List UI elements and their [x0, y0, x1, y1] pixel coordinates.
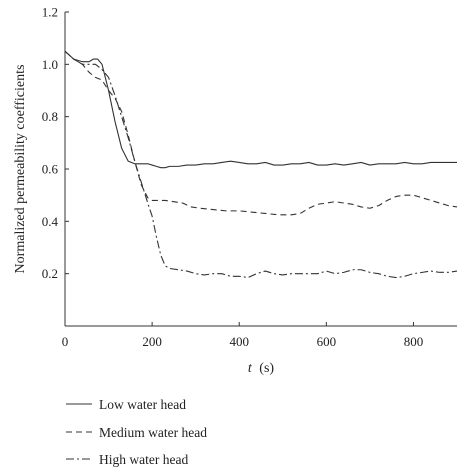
legend-item-high: High water head [66, 452, 188, 467]
legend-label-medium: Medium water head [99, 425, 207, 440]
legend-item-low: Low water head [66, 397, 186, 412]
x-axis-title-unit: (s) [259, 361, 274, 376]
ticks: 0 200 400 600 800 0.2 0.4 0.6 0.8 1.0 1.2 [42, 5, 423, 350]
series-line-medium [64, 50, 458, 216]
x-tick-label: 200 [142, 334, 162, 349]
y-tick-label: 0.4 [42, 214, 59, 229]
y-tick-label: 0.6 [42, 162, 59, 177]
legend-label-low: Low water head [99, 397, 186, 412]
y-tick-label: 1.0 [42, 57, 58, 72]
x-tick-label: 800 [404, 334, 424, 349]
plot-area: 0 200 400 600 800 0.2 0.4 0.6 0.8 1.0 1.2 [42, 5, 458, 350]
y-axis-title: Normalized permeability coefficients [13, 65, 28, 274]
x-tick-label: 0 [62, 334, 69, 349]
legend-item-medium: Medium water head [66, 425, 207, 440]
y-tick-label: 1.2 [42, 5, 58, 20]
x-axis-title-variable: t [248, 361, 253, 376]
y-tick-label: 0.2 [42, 266, 58, 281]
series-line-low [64, 50, 457, 169]
legend: Low water head Medium water head High wa… [66, 397, 207, 467]
series-line-high [64, 50, 458, 279]
legend-label-high: High water head [99, 452, 188, 467]
series-lines [64, 50, 458, 279]
x-axis-title: t (s) [248, 361, 275, 376]
x-tick-label: 400 [229, 334, 249, 349]
x-tick-label: 600 [317, 334, 337, 349]
y-tick-label: 0.8 [42, 109, 58, 124]
